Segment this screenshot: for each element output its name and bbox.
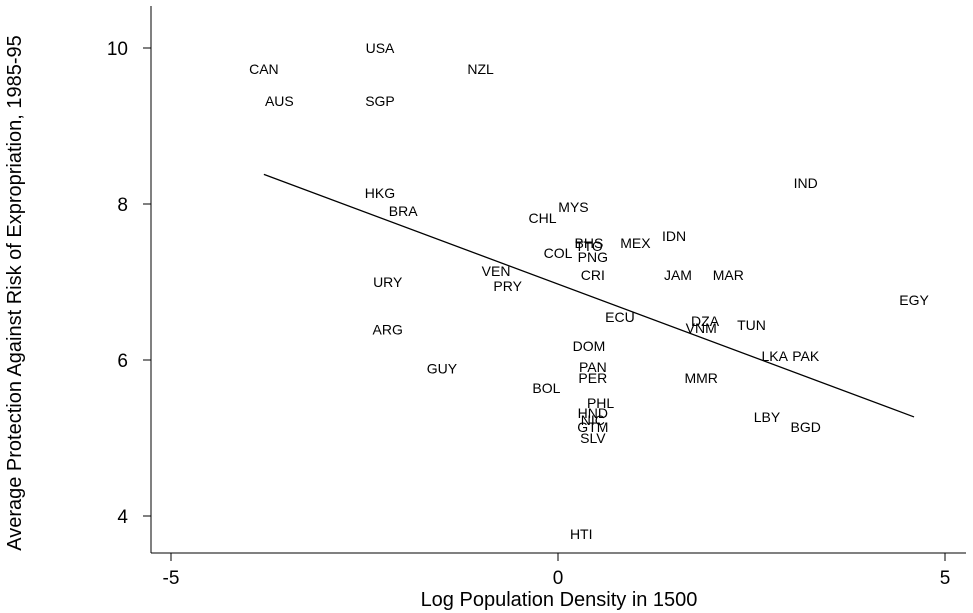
- y-tick-label: 8: [117, 195, 128, 216]
- x-tick-label: 0: [553, 568, 564, 589]
- x-tick-label: 5: [940, 568, 951, 589]
- point-label: LKA: [761, 348, 788, 364]
- point-label: NZL: [467, 61, 494, 77]
- point-label: USA: [366, 40, 395, 56]
- point-label: VEN: [482, 263, 511, 279]
- point-label: MMR: [684, 370, 717, 386]
- x-ticks: -5 0 5: [163, 553, 951, 589]
- point-label: NIC: [581, 412, 605, 428]
- point-label: HKG: [365, 185, 395, 201]
- y-axis: 4 6 8 10: [107, 6, 152, 553]
- point-label: TUN: [737, 317, 766, 333]
- point-label: BHS: [575, 235, 604, 251]
- point-label: VNM: [686, 320, 717, 336]
- point-label: MAR: [713, 267, 744, 283]
- point-label: PRY: [493, 278, 522, 294]
- point-label: BOL: [532, 380, 560, 396]
- y-tick-label: 10: [107, 39, 128, 60]
- point-label: IND: [794, 175, 818, 191]
- point-label: PAK: [792, 348, 820, 364]
- point-label: PHL: [587, 395, 614, 411]
- point-label: AUS: [265, 93, 294, 109]
- y-tick-label: 6: [117, 351, 128, 372]
- point-label: JAM: [664, 267, 692, 283]
- point-label: PNG: [578, 249, 608, 265]
- y-axis-title: Average Protection Against Risk of Expro…: [4, 35, 26, 551]
- point-label: LBY: [754, 409, 781, 425]
- x-axis-title: Log Population Density in 1500: [421, 589, 698, 611]
- point-label: GUY: [427, 361, 458, 377]
- y-tick-label: 4: [117, 507, 128, 528]
- point-label: SLV: [580, 430, 606, 446]
- point-label: URY: [373, 274, 403, 290]
- point-label: EGY: [899, 292, 929, 308]
- point-label: PAN: [579, 359, 607, 375]
- x-axis: -5 0 5: [151, 552, 966, 589]
- fitted-regression-line: [263, 173, 915, 418]
- point-label: CHL: [529, 210, 557, 226]
- point-label: TTO: [575, 238, 603, 254]
- point-label: DOM: [573, 338, 606, 354]
- point-label: ECU: [605, 309, 635, 325]
- point-label: IDN: [662, 228, 686, 244]
- point-label: MYS: [558, 199, 588, 215]
- y-ticks: 4 6 8 10: [107, 39, 151, 528]
- point-label: HTI: [570, 526, 593, 542]
- point-label: BRA: [389, 203, 418, 219]
- point-label: DZA: [691, 313, 720, 329]
- point-label: HND: [578, 405, 608, 421]
- point-label: CRI: [581, 267, 605, 283]
- point-label: GTM: [577, 419, 608, 435]
- x-tick-label: -5: [163, 568, 180, 589]
- point-label: MEX: [620, 235, 651, 251]
- point-label: COL: [544, 245, 573, 261]
- point-label: PER: [578, 370, 607, 386]
- point-label: ARG: [373, 322, 403, 338]
- point-label: SGP: [365, 93, 395, 109]
- point-label: CAN: [249, 61, 279, 77]
- point-label: BGD: [791, 419, 821, 435]
